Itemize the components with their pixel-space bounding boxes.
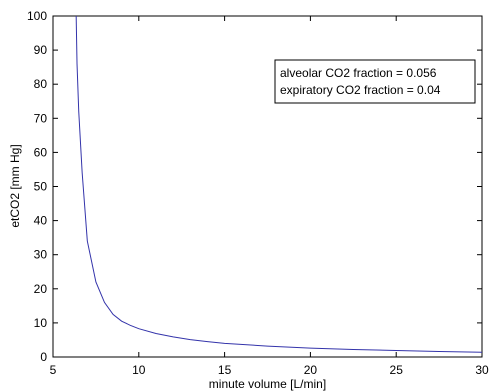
y-tick-label: 40 bbox=[34, 214, 48, 228]
x-tick-label: 25 bbox=[390, 363, 404, 377]
x-tick-label: 30 bbox=[475, 363, 489, 377]
y-tick-label: 50 bbox=[34, 180, 48, 194]
x-tick-label: 5 bbox=[50, 363, 57, 377]
y-tick-label: 90 bbox=[34, 43, 48, 57]
annotation-line-2: expiratory CO2 fraction = 0.04 bbox=[280, 83, 441, 97]
y-axis-label: etCO2 [mm Hg] bbox=[8, 144, 22, 227]
y-tick-label: 60 bbox=[34, 145, 48, 159]
series-line bbox=[75, 15, 483, 353]
y-tick-label: 0 bbox=[40, 350, 47, 364]
series-layer bbox=[75, 15, 483, 353]
y-tick-label: 80 bbox=[34, 77, 48, 91]
y-tick-label: 20 bbox=[34, 282, 48, 296]
annotation-box: alveolar CO2 fraction = 0.056 expiratory… bbox=[274, 59, 476, 104]
x-tick-label: 10 bbox=[132, 363, 146, 377]
annotation-frame bbox=[274, 59, 476, 104]
y-tick-label: 10 bbox=[34, 316, 48, 330]
x-axis-label: minute volume [L/min] bbox=[209, 377, 326, 391]
y-tick-label: 100 bbox=[27, 9, 47, 23]
x-tick-label: 20 bbox=[304, 363, 318, 377]
x-tick-label: 15 bbox=[218, 363, 232, 377]
y-axis-ticks: 0 10 20 30 40 50 60 70 80 90 100 bbox=[27, 9, 482, 364]
y-tick-label: 70 bbox=[34, 111, 48, 125]
y-tick-label: 30 bbox=[34, 248, 48, 262]
x-axis-ticks: 5 10 15 20 25 30 bbox=[50, 16, 489, 377]
annotation-line-1: alveolar CO2 fraction = 0.056 bbox=[280, 66, 437, 80]
